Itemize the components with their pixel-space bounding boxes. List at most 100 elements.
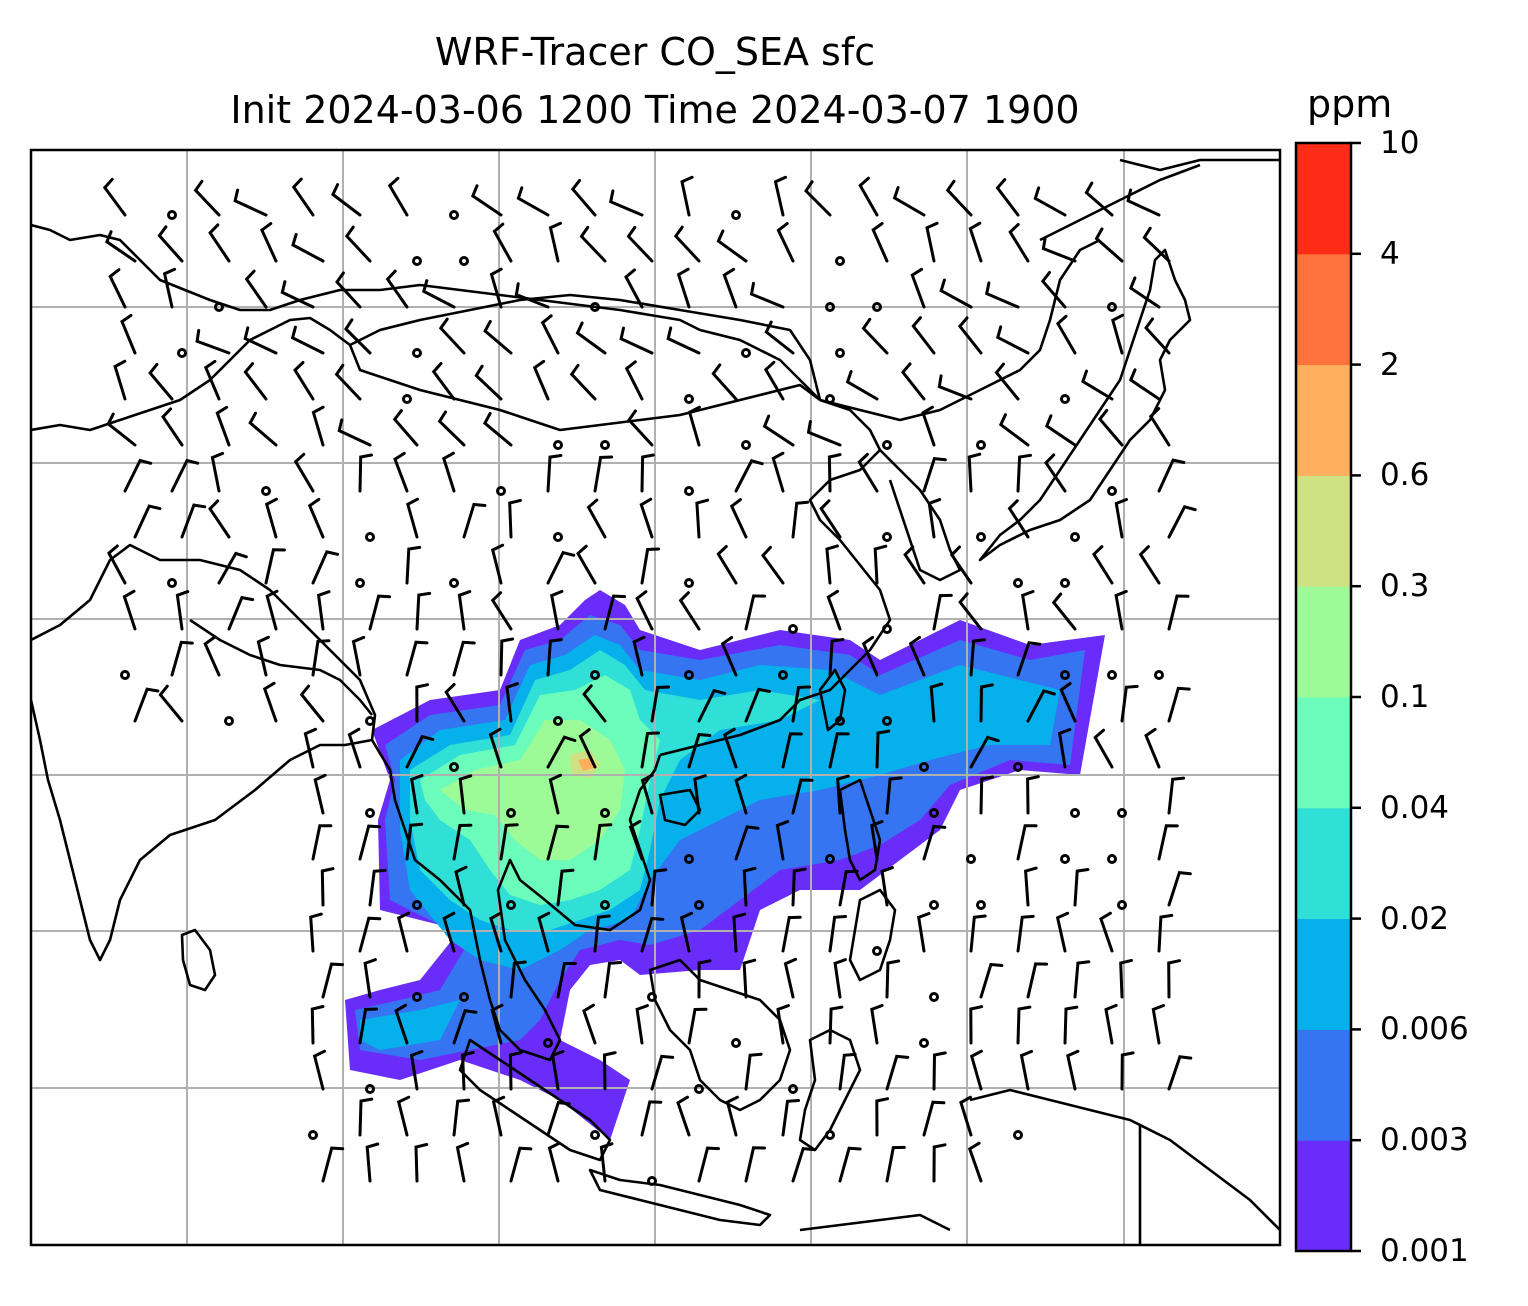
wind-barb: [1099, 911, 1114, 953]
wind-barb: [508, 1051, 523, 1091]
coastline-lesser-sunda: [799, 1213, 951, 1232]
wind-barb: [462, 502, 487, 539]
wind-barb: [576, 544, 597, 585]
wind-barb: [387, 176, 409, 217]
wind-barb: [1091, 545, 1114, 585]
wind-barb: [922, 1100, 946, 1137]
wind-barb: [442, 911, 456, 953]
calm-marker: [647, 1176, 657, 1186]
calm-marker: [355, 578, 365, 588]
wind-barb: [1128, 276, 1161, 309]
colorbar-tick-label: 0.6: [1380, 457, 1430, 494]
colorbar-band-3: [1296, 807, 1351, 920]
wind-barb: [1157, 458, 1186, 493]
wind-barb: [1016, 453, 1032, 493]
wind-barb: [1016, 824, 1038, 861]
wind-barb: [579, 225, 607, 263]
wind-barb: [310, 1005, 325, 1045]
wind-barb: [984, 281, 1020, 309]
wind-barb: [256, 635, 270, 677]
wind-barb: [208, 499, 231, 539]
wind-barb: [761, 545, 785, 585]
calm-marker: [684, 670, 694, 680]
wind-barb: [828, 1005, 844, 1045]
wind-barb: [368, 594, 392, 631]
wind-barb: [628, 819, 644, 861]
wind-barb: [640, 731, 660, 769]
wind-barb: [586, 498, 607, 539]
wind-barb: [996, 325, 1030, 355]
coastline-china-east: [659, 398, 892, 757]
wind-barb: [452, 1098, 471, 1137]
wind-barb: [474, 364, 503, 401]
wind-barb: [599, 1142, 614, 1183]
wind-barb: [1126, 188, 1161, 217]
calm-marker: [496, 486, 506, 496]
wind-barb: [1119, 958, 1133, 999]
wind-barb: [452, 823, 473, 861]
wind-barb: [508, 498, 522, 539]
wind-barb: [409, 1050, 424, 1091]
calm-marker: [261, 486, 271, 496]
wind-barb: [1063, 1005, 1079, 1045]
calm-marker: [929, 900, 939, 910]
wind-barb: [293, 361, 315, 401]
calm-marker: [449, 762, 459, 772]
wind-barb: [437, 410, 466, 447]
calm-marker: [600, 808, 610, 818]
wind-barb: [1138, 545, 1161, 585]
wind-barb: [775, 820, 790, 861]
wind-barb: [1057, 728, 1072, 769]
calm-marker: [1107, 670, 1117, 680]
wind-barb: [203, 359, 221, 401]
wind-barb: [957, 316, 983, 355]
wind-barb: [929, 682, 944, 723]
colorbar-band-1: [1296, 1029, 1351, 1141]
calm-marker: [929, 808, 939, 818]
border-central-asia: [31, 316, 821, 432]
calm-marker: [506, 808, 516, 818]
wind-barb: [105, 230, 137, 263]
wind-barb: [673, 225, 701, 263]
colorbar-band-2: [1296, 918, 1351, 1030]
calm-marker: [120, 670, 130, 680]
wind-barb: [640, 1100, 663, 1137]
calm-marker: [449, 210, 459, 220]
wind-barb: [396, 911, 411, 953]
wind-barb: [1073, 868, 1090, 907]
coastline-sakhalin: [1119, 158, 1280, 172]
calm-marker: [600, 440, 610, 450]
wind-barb: [483, 319, 513, 355]
wind-barb: [1026, 775, 1040, 815]
wind-barb: [1033, 186, 1067, 217]
calm-marker: [1060, 578, 1070, 588]
calm-marker: [835, 716, 845, 726]
wind-barb: [932, 1143, 947, 1183]
wind-barb: [488, 727, 503, 769]
wind-barb: [499, 823, 519, 861]
wind-barb: [836, 774, 850, 815]
map-title-line1: WRF-Tracer CO_SEA sfc: [434, 30, 876, 74]
wind-barb: [122, 589, 137, 631]
wind-barb: [489, 267, 503, 309]
wind-barb: [861, 635, 879, 677]
wind-barb: [1151, 1004, 1165, 1045]
wind-barb: [806, 420, 842, 447]
calm-marker: [966, 854, 976, 864]
wind-barb: [203, 636, 221, 677]
wind-barb: [396, 1095, 411, 1137]
wind-barb: [695, 498, 710, 539]
wind-barb: [885, 776, 903, 815]
map-frame: [29, 148, 1282, 1247]
wind-barb: [1167, 594, 1190, 631]
calm-marker: [553, 716, 563, 726]
wind-barb: [858, 176, 879, 217]
calm-marker: [684, 578, 694, 588]
border-mongolia: [349, 293, 822, 401]
colorbar-tick-label: 0.1: [1380, 679, 1430, 715]
wind-barb: [635, 1004, 649, 1045]
wind-barb: [392, 409, 419, 447]
wind-barb: [489, 911, 503, 953]
wind-barb: [311, 550, 340, 585]
wind-barb: [771, 451, 785, 493]
